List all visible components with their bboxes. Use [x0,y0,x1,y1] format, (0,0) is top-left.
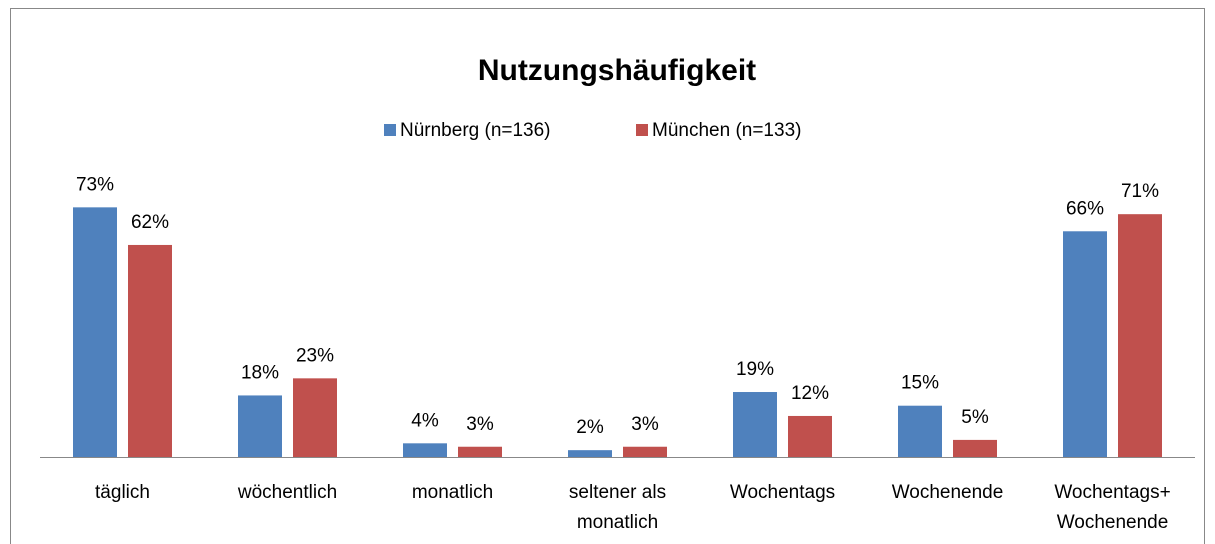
bar [293,378,337,457]
bar [458,446,502,457]
bar [953,439,997,457]
x-tick-label: seltener als monatlich [568,482,667,533]
data-label: 4% [411,410,439,431]
legend-swatch [636,124,648,136]
bar [128,244,172,457]
legend-swatch [384,124,396,136]
data-label: 2% [576,417,604,438]
x-tick-label: Wochentags+ Wochenende [1054,482,1171,533]
data-label: 62% [131,212,169,233]
x-tick-label: wöchentlich [237,482,338,503]
chart-frame [10,8,1205,544]
bar [788,415,832,457]
data-label: 3% [631,414,659,435]
legend-label: Nürnberg (n=136) [400,120,551,141]
bar [238,395,282,457]
data-label: 73% [76,174,114,195]
bar [73,207,117,457]
data-label: 66% [1066,198,1104,219]
data-label: 15% [901,373,939,394]
bar [623,446,667,457]
x-tick-label: täglich [95,482,150,503]
x-tick-label: Wochenende [891,482,1004,503]
legend-label: München (n=133) [652,120,801,141]
data-label: 3% [466,414,494,435]
bar [733,392,777,457]
bar [898,405,942,457]
bar [1063,231,1107,457]
data-label: 12% [791,383,829,404]
x-tick-label: Wochentags [729,482,836,503]
x-tick-label: monatlich [411,482,494,503]
data-label: 18% [241,362,279,383]
data-label: 5% [961,407,989,428]
chart-title: Nutzungshäufigkeit [478,54,756,87]
data-label: 23% [296,345,334,366]
bar [403,443,447,457]
data-label: 71% [1121,181,1159,202]
bar [1118,214,1162,457]
bar [568,450,612,457]
data-label: 19% [736,359,774,380]
